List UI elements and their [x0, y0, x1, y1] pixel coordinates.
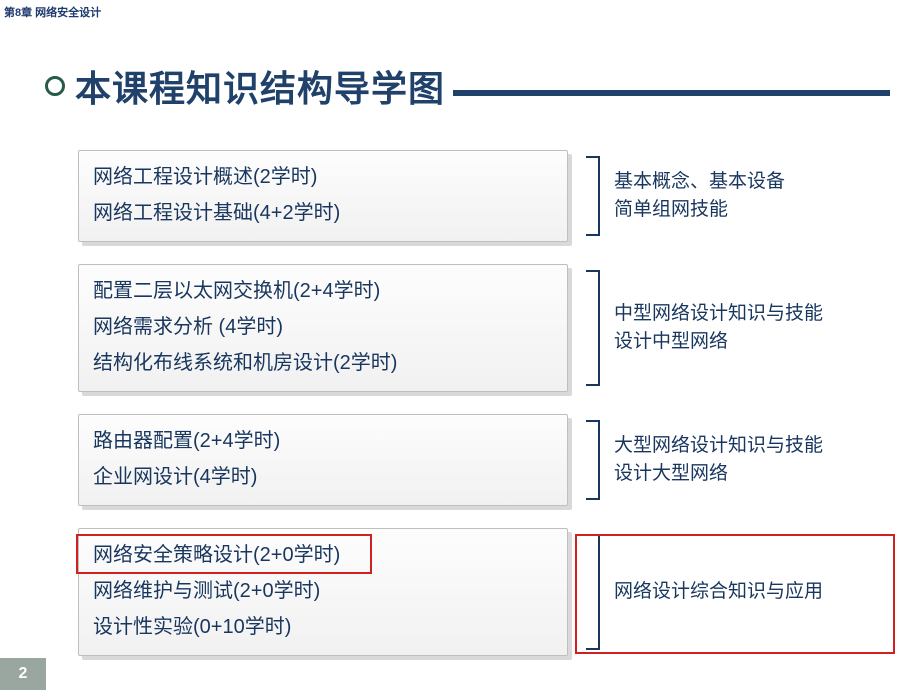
page-number: 2 [0, 658, 46, 690]
title-bullet-icon [45, 76, 65, 96]
group-4-line-2: 网络维护与测试(2+0学时) [93, 573, 553, 609]
group-4-annotation: 网络设计综合知识与应用 [608, 528, 890, 656]
group-4: 网络安全策略设计(2+0学时) 网络维护与测试(2+0学时) 设计性实验(0+1… [78, 528, 890, 656]
bracket-icon [586, 534, 600, 650]
content-area: 网络工程设计概述(2学时) 网络工程设计基础(4+2学时) 基本概念、基本设备 … [78, 150, 890, 656]
group-1-line-1: 网络工程设计概述(2学时) [93, 159, 553, 195]
group-2-line-2: 网络需求分析 (4学时) [93, 309, 553, 345]
page-title: 本课程知识结构导学图 [75, 60, 445, 112]
group-2-line-1: 配置二层以太网交换机(2+4学时) [93, 273, 553, 309]
group-3-box: 路由器配置(2+4学时) 企业网设计(4学时) [78, 414, 568, 506]
group-4-box: 网络安全策略设计(2+0学时) 网络维护与测试(2+0学时) 设计性实验(0+1… [78, 528, 568, 656]
group-4-line-1: 网络安全策略设计(2+0学时) [93, 537, 553, 573]
group-2-annotation: 中型网络设计知识与技能 设计中型网络 [608, 264, 890, 392]
group-1-annotation: 基本概念、基本设备 简单组网技能 [608, 150, 890, 242]
title-row: 本课程知识结构导学图 [45, 60, 890, 112]
chapter-header: 第8章 网络安全设计 [4, 4, 101, 20]
group-3-line-1: 路由器配置(2+4学时) [93, 423, 553, 459]
group-3-line-2: 企业网设计(4学时) [93, 459, 553, 495]
bracket-icon [586, 156, 600, 236]
group-2-line-3: 结构化布线系统和机房设计(2学时) [93, 345, 553, 381]
title-underline [453, 90, 890, 96]
group-1-box: 网络工程设计概述(2学时) 网络工程设计基础(4+2学时) [78, 150, 568, 242]
bracket-icon [586, 270, 600, 386]
group-2: 配置二层以太网交换机(2+4学时) 网络需求分析 (4学时) 结构化布线系统和机… [78, 264, 890, 392]
bracket-icon [586, 420, 600, 500]
group-4-line-3: 设计性实验(0+10学时) [93, 609, 553, 645]
group-1-line-2: 网络工程设计基础(4+2学时) [93, 195, 553, 231]
group-3-annotation: 大型网络设计知识与技能 设计大型网络 [608, 414, 890, 506]
group-2-box: 配置二层以太网交换机(2+4学时) 网络需求分析 (4学时) 结构化布线系统和机… [78, 264, 568, 392]
group-3: 路由器配置(2+4学时) 企业网设计(4学时) 大型网络设计知识与技能 设计大型… [78, 414, 890, 506]
group-1: 网络工程设计概述(2学时) 网络工程设计基础(4+2学时) 基本概念、基本设备 … [78, 150, 890, 242]
